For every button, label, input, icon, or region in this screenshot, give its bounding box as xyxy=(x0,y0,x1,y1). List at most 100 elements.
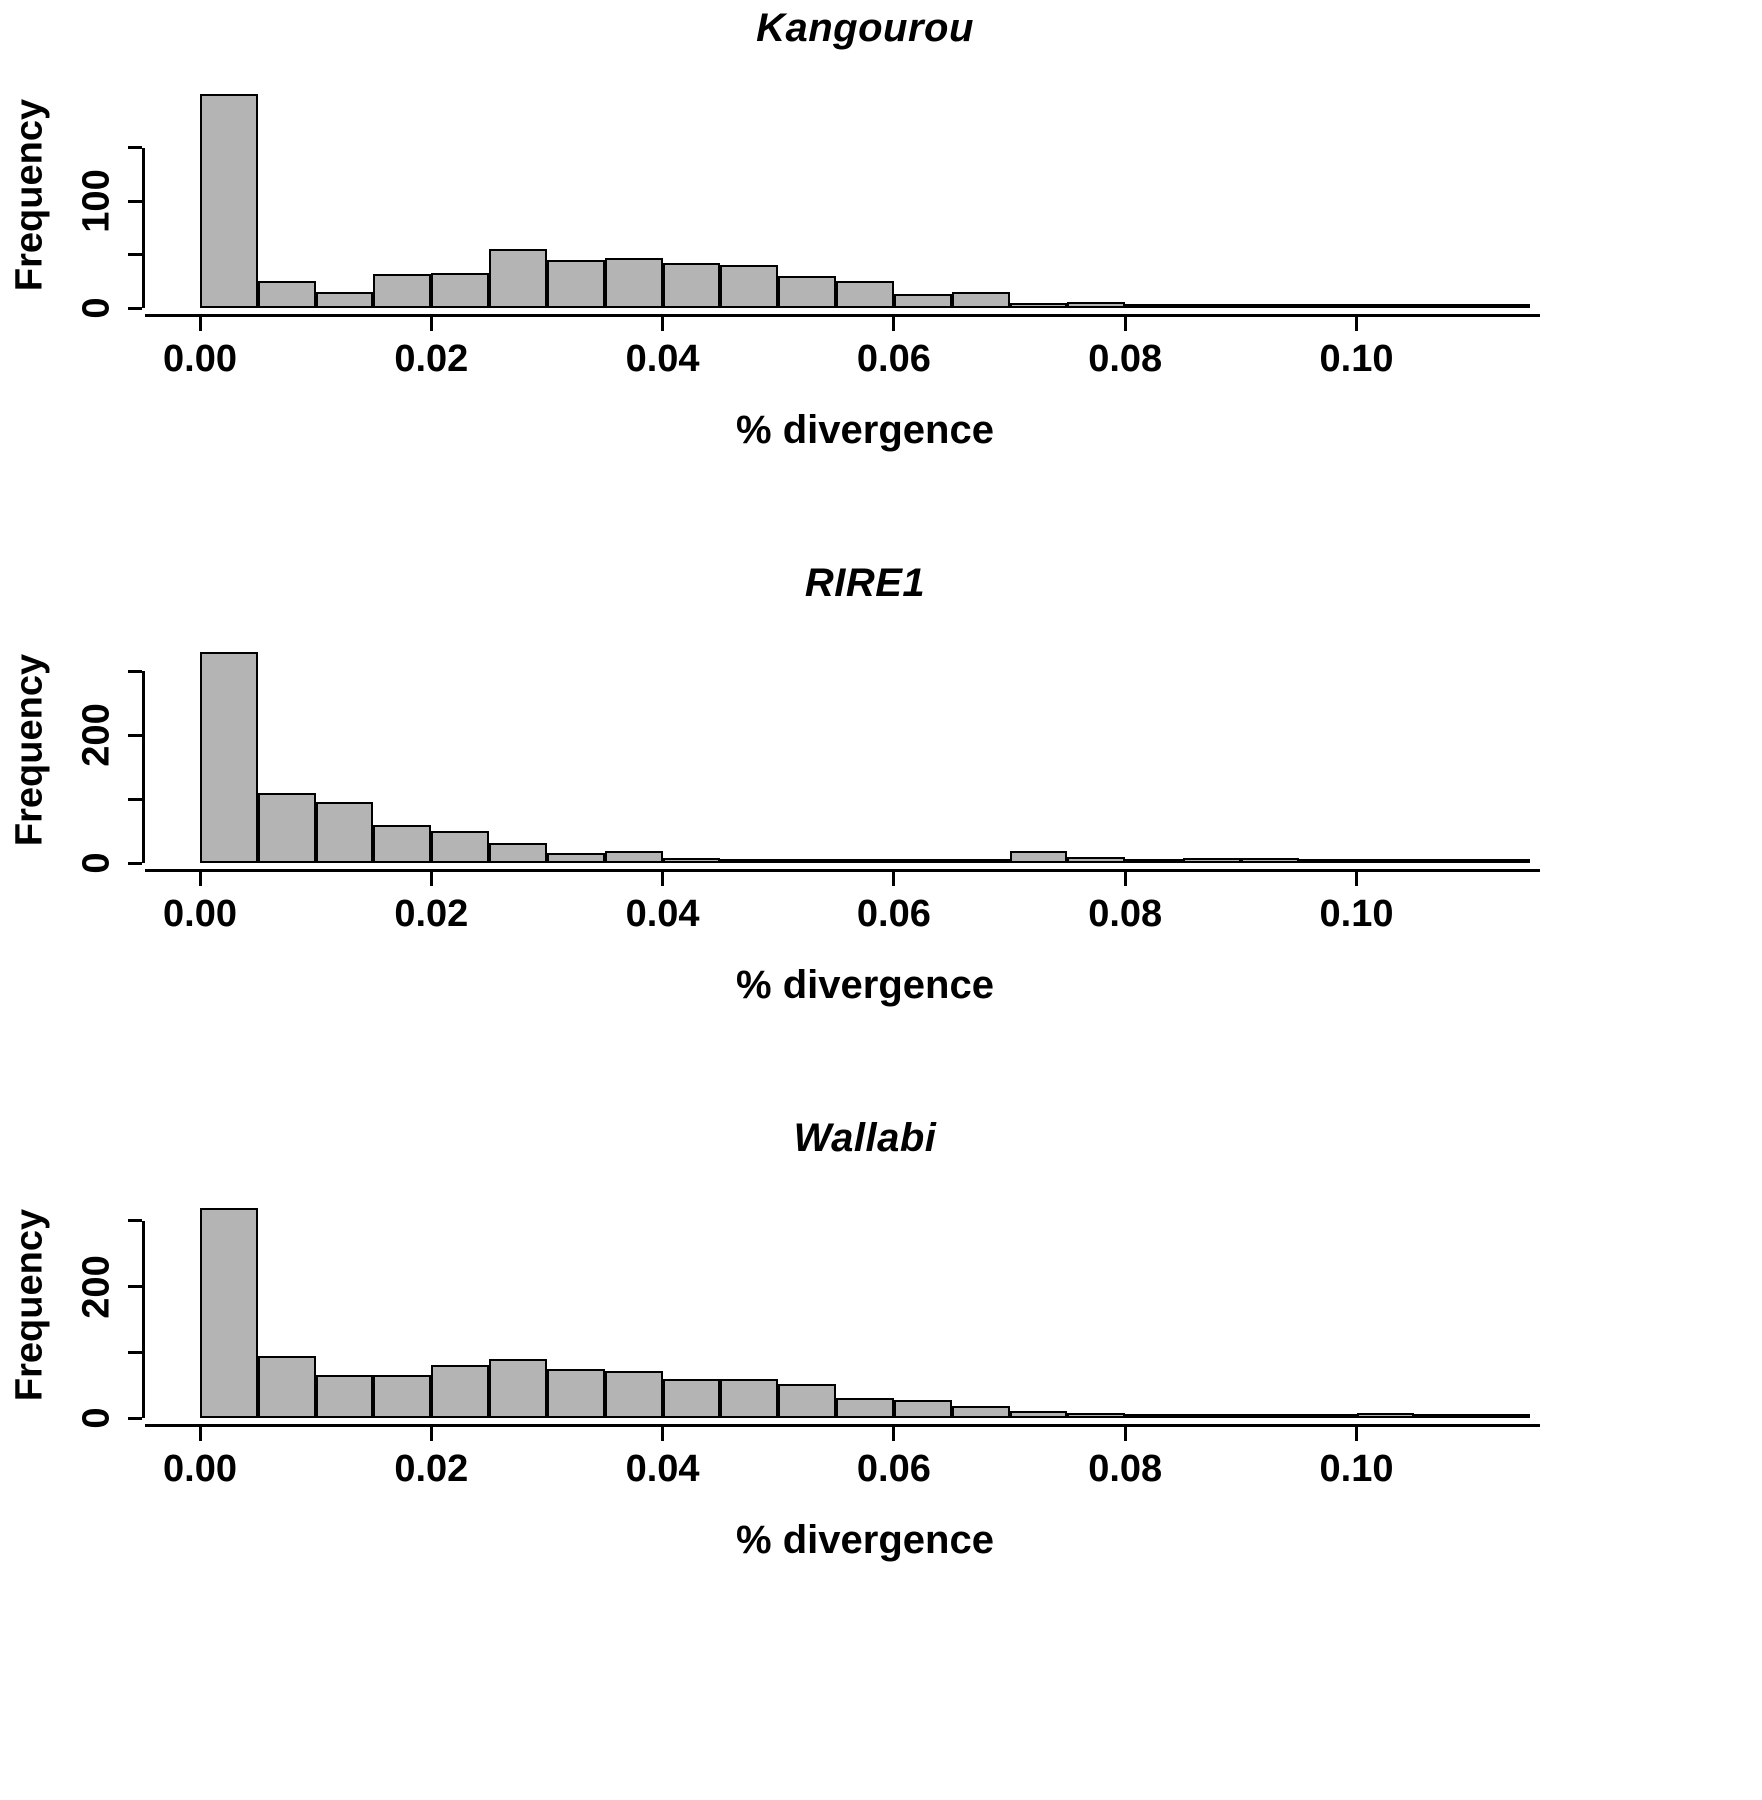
histogram-bar xyxy=(1240,1414,1299,1418)
y-axis-line xyxy=(142,1220,145,1418)
chart-title: RIRE1 xyxy=(804,561,926,605)
histogram-bar xyxy=(315,292,374,308)
y-axis-tick xyxy=(128,797,142,801)
plot-area: 0.00 0.02 0.04 0.06 0.08 0.10 0 100 xyxy=(76,78,1540,380)
y-axis-line xyxy=(142,147,145,308)
x-axis-tick xyxy=(1355,317,1359,331)
x-tick-label: 0.06 xyxy=(856,893,931,935)
x-tick-label: 0.04 xyxy=(625,338,700,380)
x-axis-tick xyxy=(661,317,665,331)
x-axis-label: % divergence xyxy=(736,1518,994,1562)
histogram-bar xyxy=(546,260,605,308)
histogram-bar xyxy=(1009,1411,1068,1418)
histogram-bar xyxy=(431,831,490,863)
x-axis-line xyxy=(145,1424,1540,1427)
x-axis-line xyxy=(145,869,1540,872)
histogram-bar xyxy=(836,1398,894,1418)
histogram-bar xyxy=(604,851,663,863)
x-tick-label: 0.02 xyxy=(394,893,469,935)
y-axis-tick xyxy=(128,253,142,256)
histogram-bar xyxy=(257,1356,316,1418)
histogram-bar xyxy=(1472,304,1530,308)
histogram-bar xyxy=(1356,1413,1415,1418)
histogram-bar xyxy=(778,1384,837,1418)
y-axis-tick xyxy=(128,1350,142,1354)
histogram-bar xyxy=(836,281,894,308)
histogram-bar xyxy=(951,292,1010,308)
histogram-bar xyxy=(1183,1414,1241,1418)
y-axis-tick xyxy=(128,146,142,150)
histogram-bar xyxy=(373,825,432,863)
histogram-bar xyxy=(1067,857,1126,863)
x-tick-label: 0.04 xyxy=(625,1448,700,1490)
y-axis-tick xyxy=(128,199,142,203)
histogram-bar xyxy=(778,859,837,863)
chart-title: Wallabi xyxy=(793,1116,937,1160)
y-axis-tick xyxy=(128,1416,142,1420)
x-tick-label: 0.08 xyxy=(1088,338,1163,380)
x-axis-label: % divergence xyxy=(736,963,994,1007)
x-axis-tick xyxy=(198,1427,202,1441)
plot-area: 0.00 0.02 0.04 0.06 0.08 0.10 0 200 xyxy=(76,633,1540,935)
histogram-bar xyxy=(893,1400,952,1418)
histogram-bar xyxy=(662,263,721,308)
x-axis-tick xyxy=(1123,1427,1127,1441)
histogram-panel-rire1: RIRE1 Frequency 0.00 0.02 0.04 0.06 0.08 0.10… xyxy=(0,555,1762,1110)
x-tick-label: 0.00 xyxy=(163,338,237,380)
histogram-bar xyxy=(1067,302,1126,308)
histogram-bar xyxy=(662,858,721,863)
histogram-bar xyxy=(720,859,779,863)
histogram-panel-kangourou: Kangourou Frequency 0.00 0.02 0.04 0.06 0.08… xyxy=(0,0,1762,555)
x-axis-tick xyxy=(429,872,433,886)
x-axis-tick xyxy=(1123,317,1127,331)
histogram-bar xyxy=(1183,304,1241,308)
histogram-bar xyxy=(662,1379,721,1418)
histogram-bar xyxy=(1125,859,1184,863)
histogram-bar xyxy=(1356,304,1415,308)
histogram-bar xyxy=(951,1406,1010,1418)
y-tick-label: 100 xyxy=(75,169,118,233)
y-axis-tick xyxy=(128,1219,142,1223)
histogram-bar xyxy=(257,281,316,308)
x-tick-label: 0.00 xyxy=(163,893,237,935)
histogram-bar xyxy=(1356,859,1415,863)
x-tick-label: 0.06 xyxy=(856,338,931,380)
x-tick-label: 0.10 xyxy=(1319,893,1394,935)
histogram-bar xyxy=(1472,1414,1530,1418)
y-tick-label: 0 xyxy=(75,852,118,874)
x-tick-label: 0.04 xyxy=(625,893,700,935)
histogram-bar xyxy=(200,94,258,308)
histogram-panel-wallabi: Wallabi Frequency 0.00 0.02 0.04 0.06 0.08 0.… xyxy=(0,1110,1762,1665)
x-axis-tick xyxy=(429,1427,433,1441)
y-tick-label: 200 xyxy=(75,1254,118,1319)
x-tick-label: 0.02 xyxy=(394,1448,469,1490)
histogram-bar xyxy=(893,859,952,863)
y-tick-label: 200 xyxy=(75,703,118,767)
chart-title: Kangourou xyxy=(756,6,974,50)
histogram-bar xyxy=(200,652,258,863)
x-axis-tick xyxy=(892,317,896,331)
y-axis-tick xyxy=(128,861,142,865)
x-axis-tick xyxy=(198,872,202,886)
histogram-bar xyxy=(489,1359,547,1418)
x-axis-line xyxy=(145,314,1540,317)
histogram-bar xyxy=(1472,859,1530,863)
histogram-bar xyxy=(1125,1414,1184,1418)
y-axis-label: Frequency xyxy=(8,1208,51,1402)
histogram-bar xyxy=(836,859,894,863)
histogram-bar xyxy=(315,802,374,863)
y-axis-label: Frequency xyxy=(8,653,51,847)
histogram-bar xyxy=(1298,859,1357,863)
histogram-bar xyxy=(1067,1413,1126,1418)
histogram-bar xyxy=(604,1371,663,1418)
y-axis-tick xyxy=(128,306,142,310)
x-axis-label: % divergence xyxy=(736,408,994,452)
y-axis-tick xyxy=(128,733,142,737)
histogram-bar xyxy=(893,294,952,308)
histogram-bar xyxy=(1298,304,1357,308)
histogram-bar xyxy=(951,859,1010,863)
y-tick-label: 0 xyxy=(75,1407,118,1429)
x-axis-tick xyxy=(1355,872,1359,886)
histogram-bar xyxy=(431,1365,490,1418)
x-tick-label: 0.10 xyxy=(1319,1448,1394,1490)
